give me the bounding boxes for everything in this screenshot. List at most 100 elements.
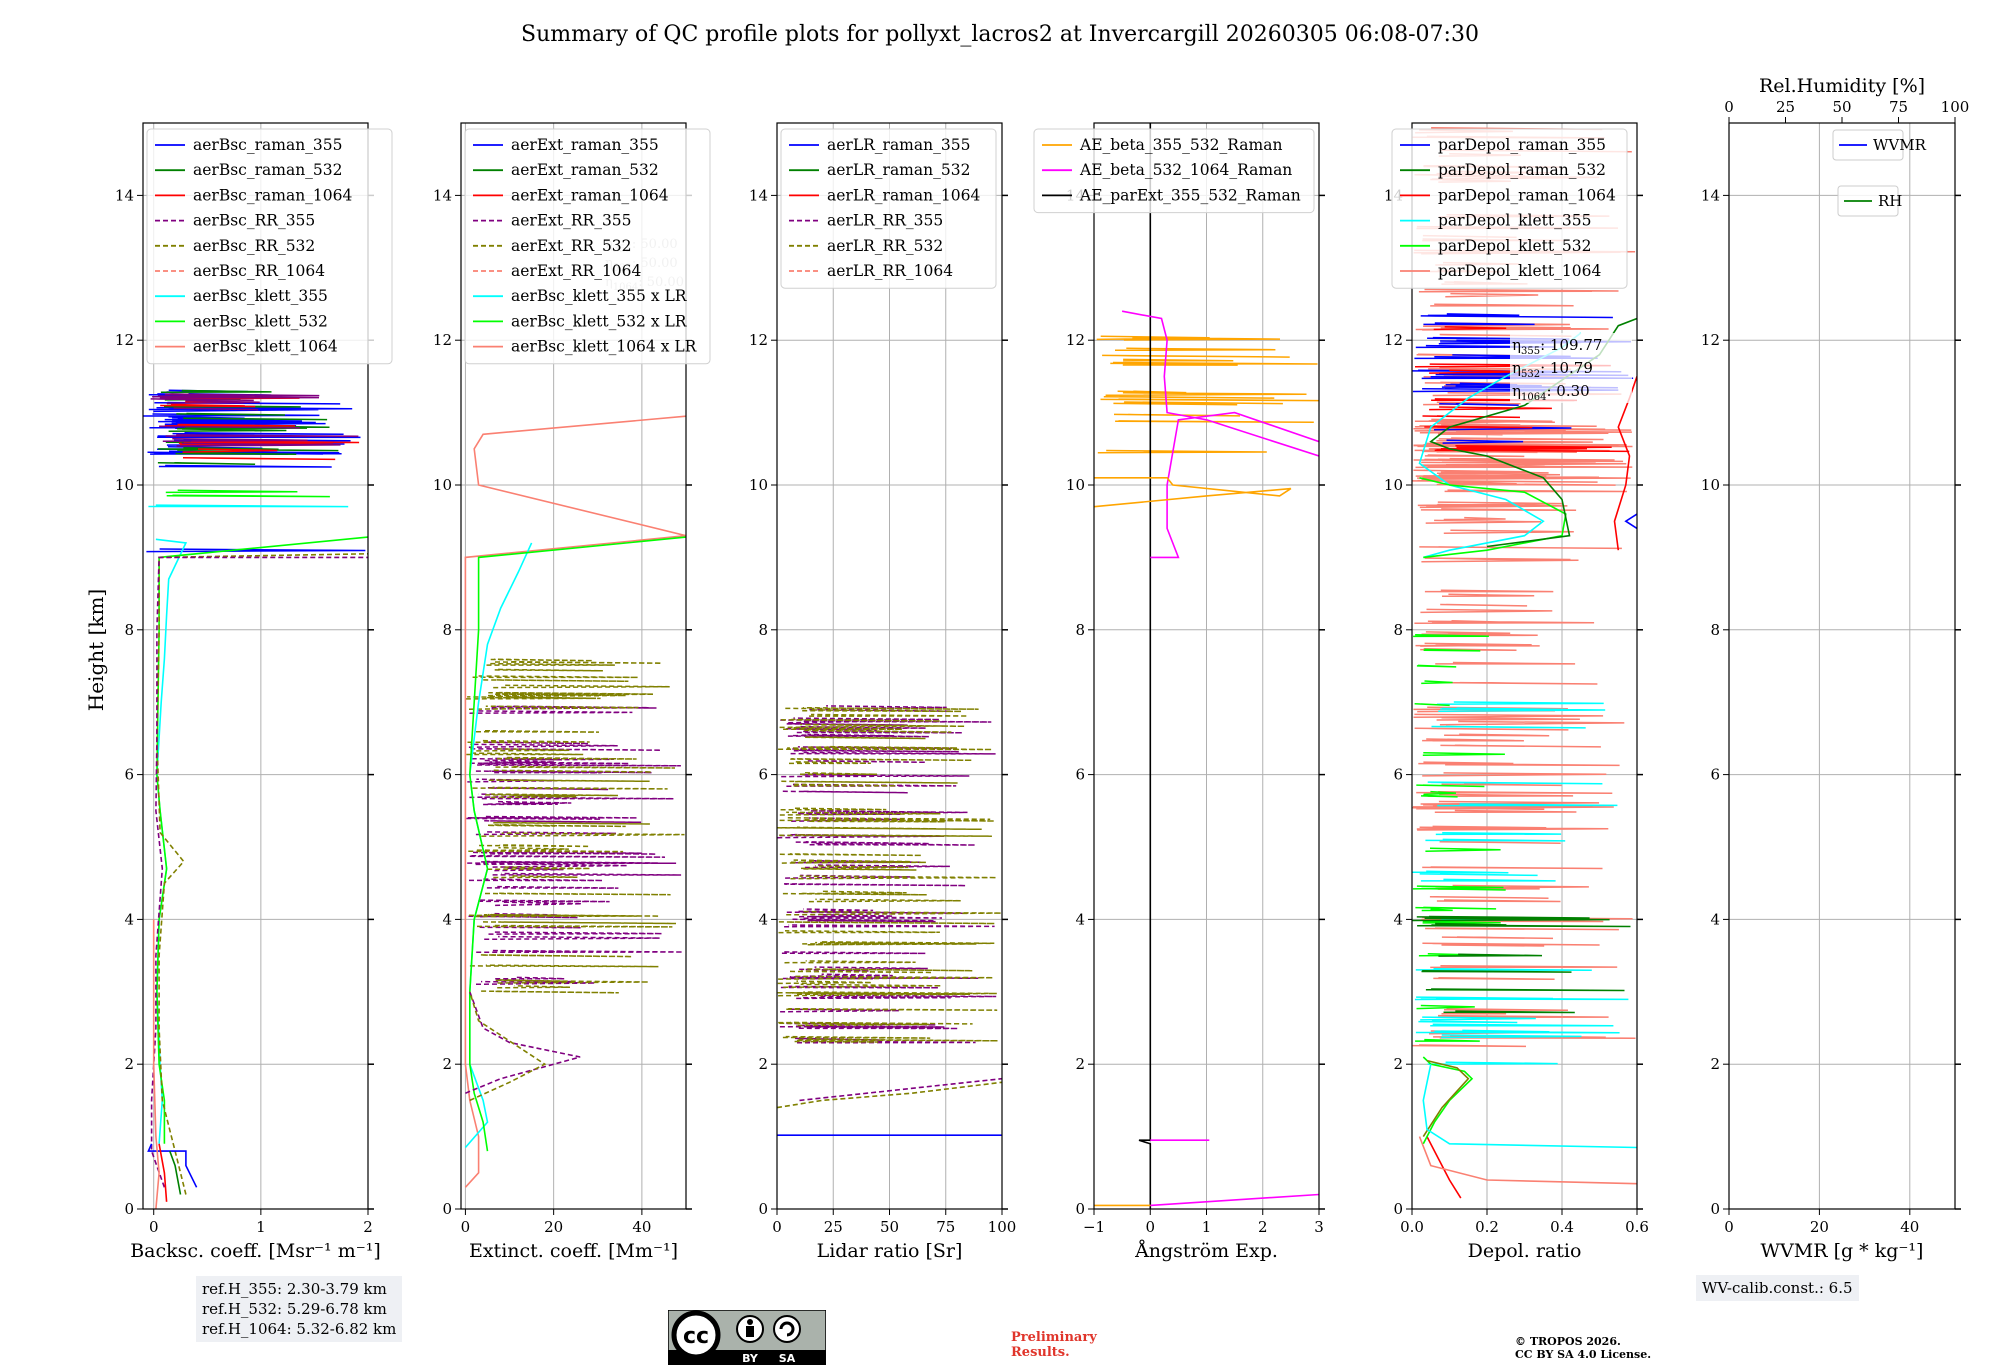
y-tick-label: 0 [1710, 1200, 1720, 1218]
legend-label: aerExt_raman_532 [511, 161, 659, 179]
copyright-note: © TROPOS 2026. CC BY SA 4.0 License. [1515, 1335, 1651, 1361]
noise-trace-purple [150, 393, 359, 447]
traces-bsc [143, 389, 368, 1209]
legend-depol: parDepol_raman_355 parDepol_raman_532 parD… [1391, 128, 1628, 289]
series-ae-beta-532-1064-raman-d [1121, 310, 1319, 457]
y-tick-label: 14 [1701, 186, 1720, 204]
legend-label: AE_beta_355_532_Raman [1079, 136, 1282, 154]
y-tick-label: 4 [1710, 910, 1720, 928]
wv-calibration-box: WV-calib.const.: 6.5 [1696, 1275, 1859, 1301]
axes-frame [142, 122, 369, 1210]
noise-trace-purple [466, 705, 683, 986]
x-tick-label: 20 [1810, 1218, 1829, 1236]
x-tick-label: 0 [1724, 1218, 1734, 1236]
legend-label: aerBsc_klett_1064 [193, 338, 338, 356]
reference-heights-box: ref.H_355: 2.30-3.79 km ref.H_532: 5.29-… [196, 1276, 403, 1342]
legend-label: parDepol_klett_355 [1438, 212, 1591, 230]
legend-label: aerBsc_klett_1064 x LR [511, 338, 698, 356]
y-tick-label: 6 [1393, 766, 1403, 784]
y-tick-label: 8 [758, 621, 768, 639]
y-tick-label: 4 [1393, 910, 1403, 928]
legend-box [780, 128, 997, 289]
eta-value: η532: 10.79 [1512, 359, 1593, 380]
noise-trace-lime [165, 489, 330, 498]
y-tick-label: 10 [1701, 476, 1720, 494]
x-tick-label: 40 [632, 1218, 651, 1236]
x-tick-label: 0.0 [1400, 1218, 1424, 1236]
series-aerext-rr-355-smooth [465, 991, 581, 1094]
y-tick-label: 10 [1384, 476, 1403, 494]
y-tick-label: 12 [1701, 331, 1720, 349]
y-tick-label: 14 [749, 186, 768, 204]
legend-label: parDepol_raman_355 [1438, 136, 1606, 154]
legend-label: aerBsc_raman_355 [193, 136, 343, 154]
series-aerbsc-rr-355 [150, 556, 368, 1188]
x-tick-label: 0.4 [1550, 1218, 1574, 1236]
traces-ae [1094, 123, 1319, 1209]
x-tick-label: 3 [1314, 1218, 1324, 1236]
top-x-tick-label: 0 [1724, 98, 1734, 116]
legend-label: aerBsc_klett_532 x LR [511, 312, 688, 330]
y-tick-label: 12 [1384, 331, 1403, 349]
y-tick-label: 12 [1066, 331, 1085, 349]
legend-label: AE_beta_532_1064_Raman [1079, 161, 1292, 179]
x-tick-label: −1 [1083, 1218, 1105, 1236]
y-tick-label: 8 [1075, 621, 1085, 639]
legend-label: parDepol_raman_1064 [1438, 186, 1616, 204]
legend-label: aerExt_raman_355 [511, 136, 659, 154]
y-tick-label: 6 [1075, 766, 1085, 784]
sa-share-icon [773, 1315, 801, 1343]
legend-label: aerLR_RR_1064 [827, 262, 953, 280]
x-axis-label: Backsc. coeff. [Msr⁻¹ m⁻¹] [130, 1240, 381, 1262]
legend-box [146, 128, 393, 365]
legend-label: aerBsc_raman_532 [193, 161, 343, 179]
y-tick-label: 0 [1075, 1200, 1085, 1218]
y-tick-label: 12 [115, 331, 134, 349]
axes-frame [1728, 122, 1956, 1210]
series-aerbsc-raman-355 [147, 1143, 198, 1188]
x-tick-label: 0 [461, 1218, 471, 1236]
noise-trace-green [1412, 915, 1631, 1014]
y-tick-label: 0 [758, 1200, 768, 1218]
y-tick-label: 4 [1075, 910, 1085, 928]
x-tick-label: 2 [1258, 1218, 1268, 1236]
series-pardepol-klett-1064-low [1418, 1136, 1637, 1185]
legend-box [1033, 128, 1315, 214]
x-axis-label: Ångström Exp. [1134, 1240, 1278, 1262]
legend-label: aerLR_raman_1064 [827, 186, 980, 204]
sa-label: SA [779, 1352, 796, 1365]
legend-label: aerBsc_klett_532 [193, 312, 328, 330]
legend-label: aerLR_RR_532 [827, 237, 943, 255]
legend-rh: RH [1837, 185, 1902, 217]
x-axis-label: WVMR [g * kg⁻¹] [1761, 1240, 1924, 1262]
x-tick-label: 2 [363, 1218, 373, 1236]
y-tick-label: 10 [749, 476, 768, 494]
x-tick-label: 20 [544, 1218, 563, 1236]
traces-lr [777, 705, 1002, 1136]
y-tick-label: 0 [124, 1200, 134, 1218]
legend-label: aerBsc_RR_532 [193, 237, 315, 255]
y-tick-label: 6 [758, 766, 768, 784]
y-tick-label: 14 [433, 186, 452, 204]
series-ae-beta-532-1064-raman [1150, 1193, 1319, 1207]
legend-label: aerBsc_klett_355 [193, 287, 328, 305]
x-tick-label: 0 [772, 1218, 782, 1236]
y-tick-label: 4 [442, 910, 452, 928]
y-tick-label: 0 [442, 1200, 452, 1218]
legend-label: aerLR_raman_532 [827, 161, 970, 179]
legend-label: WVMR [1873, 136, 1927, 154]
x-tick-label: 75 [936, 1218, 955, 1236]
y-tick-label: 2 [1075, 1055, 1085, 1073]
panel-ae: −1012302468101214Ångström Exp.AE_beta_35… [1033, 122, 1325, 1262]
copyright-line-1: © TROPOS 2026. [1515, 1335, 1621, 1348]
ref-height-1064: ref.H_1064: 5.32-6.82 km [202, 1320, 397, 1338]
x-tick-label: 50 [880, 1218, 899, 1236]
legend-ae: AE_beta_355_532_Raman AE_beta_532_1064_Ra… [1033, 128, 1315, 214]
series-aerbsc-klett-1064 [152, 919, 160, 1209]
y-tick-label: 8 [442, 621, 452, 639]
y-tick-label: 6 [1710, 766, 1720, 784]
